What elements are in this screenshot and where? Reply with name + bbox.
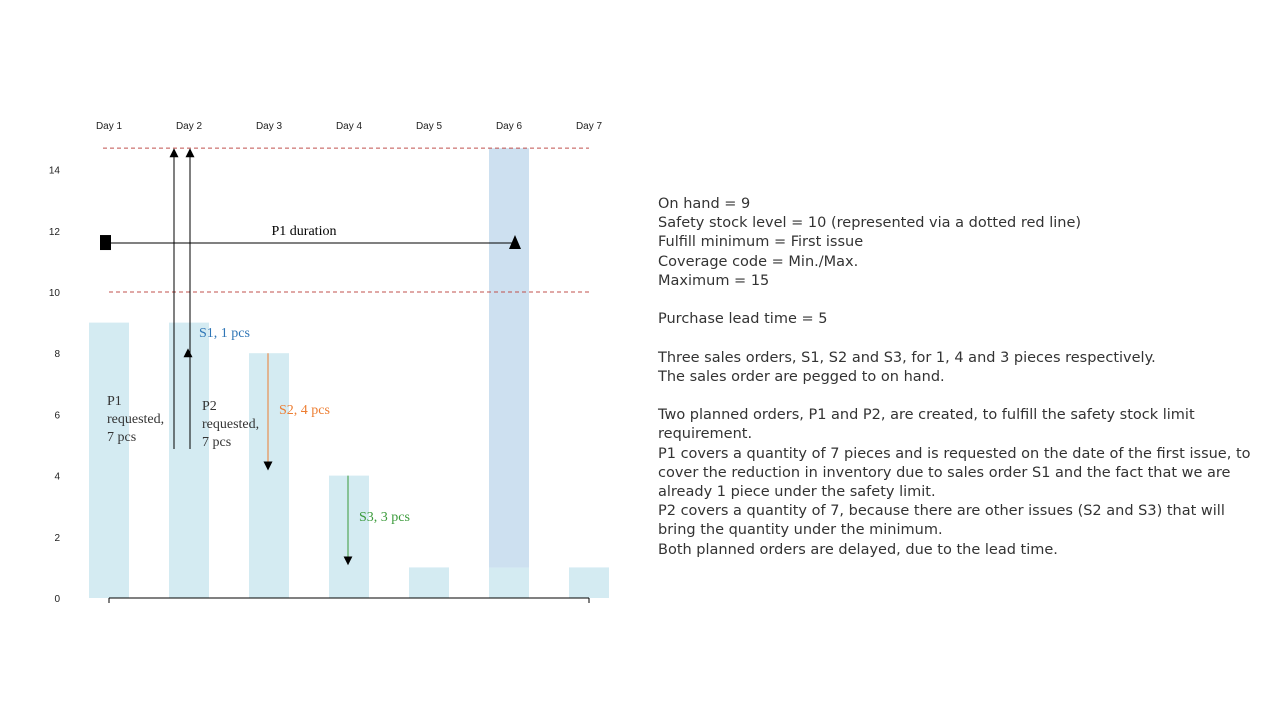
notes-line: Two planned orders, P1 and P2, are creat…: [658, 407, 1195, 443]
y-tick-label: 12: [49, 227, 61, 238]
notes-line: On hand = 9: [658, 196, 751, 212]
bar-day-6-s2: [489, 148, 529, 598]
notes-line: Three sales orders, S1, S2 and S3, for 1…: [658, 349, 1156, 366]
s1-label: S1, 1 pcs: [199, 326, 250, 341]
notes-line: P2 covers a quantity of 7, because there…: [658, 503, 1225, 539]
notes-line: Purchase lead time = 5: [658, 311, 828, 328]
y-tick-label: 4: [54, 472, 60, 483]
notes-line: Safety stock level = 10 (represented via…: [658, 215, 1082, 232]
x-tick-label: Day 2: [176, 121, 203, 132]
explanation-panel: On hand = 9 Safety stock level = 10 (repr…: [658, 195, 1258, 560]
y-tick-label: 10: [49, 288, 61, 299]
inventory-chart: Day 1 Day 2 Day 3 Day 4 Day 5 Day 6 Day 7 0 2 4 6 8…: [49, 121, 609, 605]
x-tick-label: Day 1: [96, 121, 123, 132]
s2-label: S2, 4 pcs: [279, 403, 330, 418]
bar-day-7-s1: [569, 567, 609, 598]
bar-day-4-s1: [329, 475, 369, 598]
s3-label: S3, 3 pcs: [359, 510, 410, 525]
notes-line: The sales order are pegged to on hand.: [658, 368, 945, 385]
x-tick-label: Day 6: [496, 121, 523, 132]
bar-day-2-s1: [169, 322, 209, 598]
notes-line: Both planned orders are delayed, due to …: [658, 541, 1058, 558]
x-tick-label: Day 3: [256, 121, 283, 132]
p1-duration-start-marker: [100, 235, 111, 251]
notes-spacer: [658, 387, 1258, 406]
notes-line: Fulfill minimum = First issue: [658, 234, 864, 251]
y-tick-label: 14: [49, 166, 61, 177]
notes-line: Maximum = 15: [658, 272, 770, 289]
x-tick-label: Day 4: [336, 121, 363, 132]
x-tick-label: Day 5: [416, 121, 443, 132]
notes-line: P1 covers a quantity of 7 pieces and is …: [658, 445, 1251, 500]
p1-duration-end-marker: [509, 235, 521, 250]
bar-day-3-s1: [249, 353, 289, 598]
y-tick-label: 6: [54, 410, 60, 421]
y-tick-label: 0: [54, 594, 60, 605]
notes-spacer: [658, 291, 1258, 310]
notes-line: Coverage code = Min./Max.: [658, 253, 859, 270]
p1-duration-label: P1 duration: [272, 224, 337, 239]
bar-day-1-s1: [89, 322, 129, 598]
bar-day-5-s1: [409, 567, 449, 598]
notes-spacer: [658, 329, 1258, 348]
y-tick-label: 2: [54, 533, 60, 544]
x-tick-label: Day 7: [576, 121, 603, 132]
p1-requested-label: P1 requested, 7 pcs: [107, 394, 164, 445]
p2-requested-label: P2 requested, 7 pcs: [202, 399, 259, 450]
bar-day-6-s1: [489, 567, 529, 598]
y-tick-label: 8: [54, 349, 60, 360]
